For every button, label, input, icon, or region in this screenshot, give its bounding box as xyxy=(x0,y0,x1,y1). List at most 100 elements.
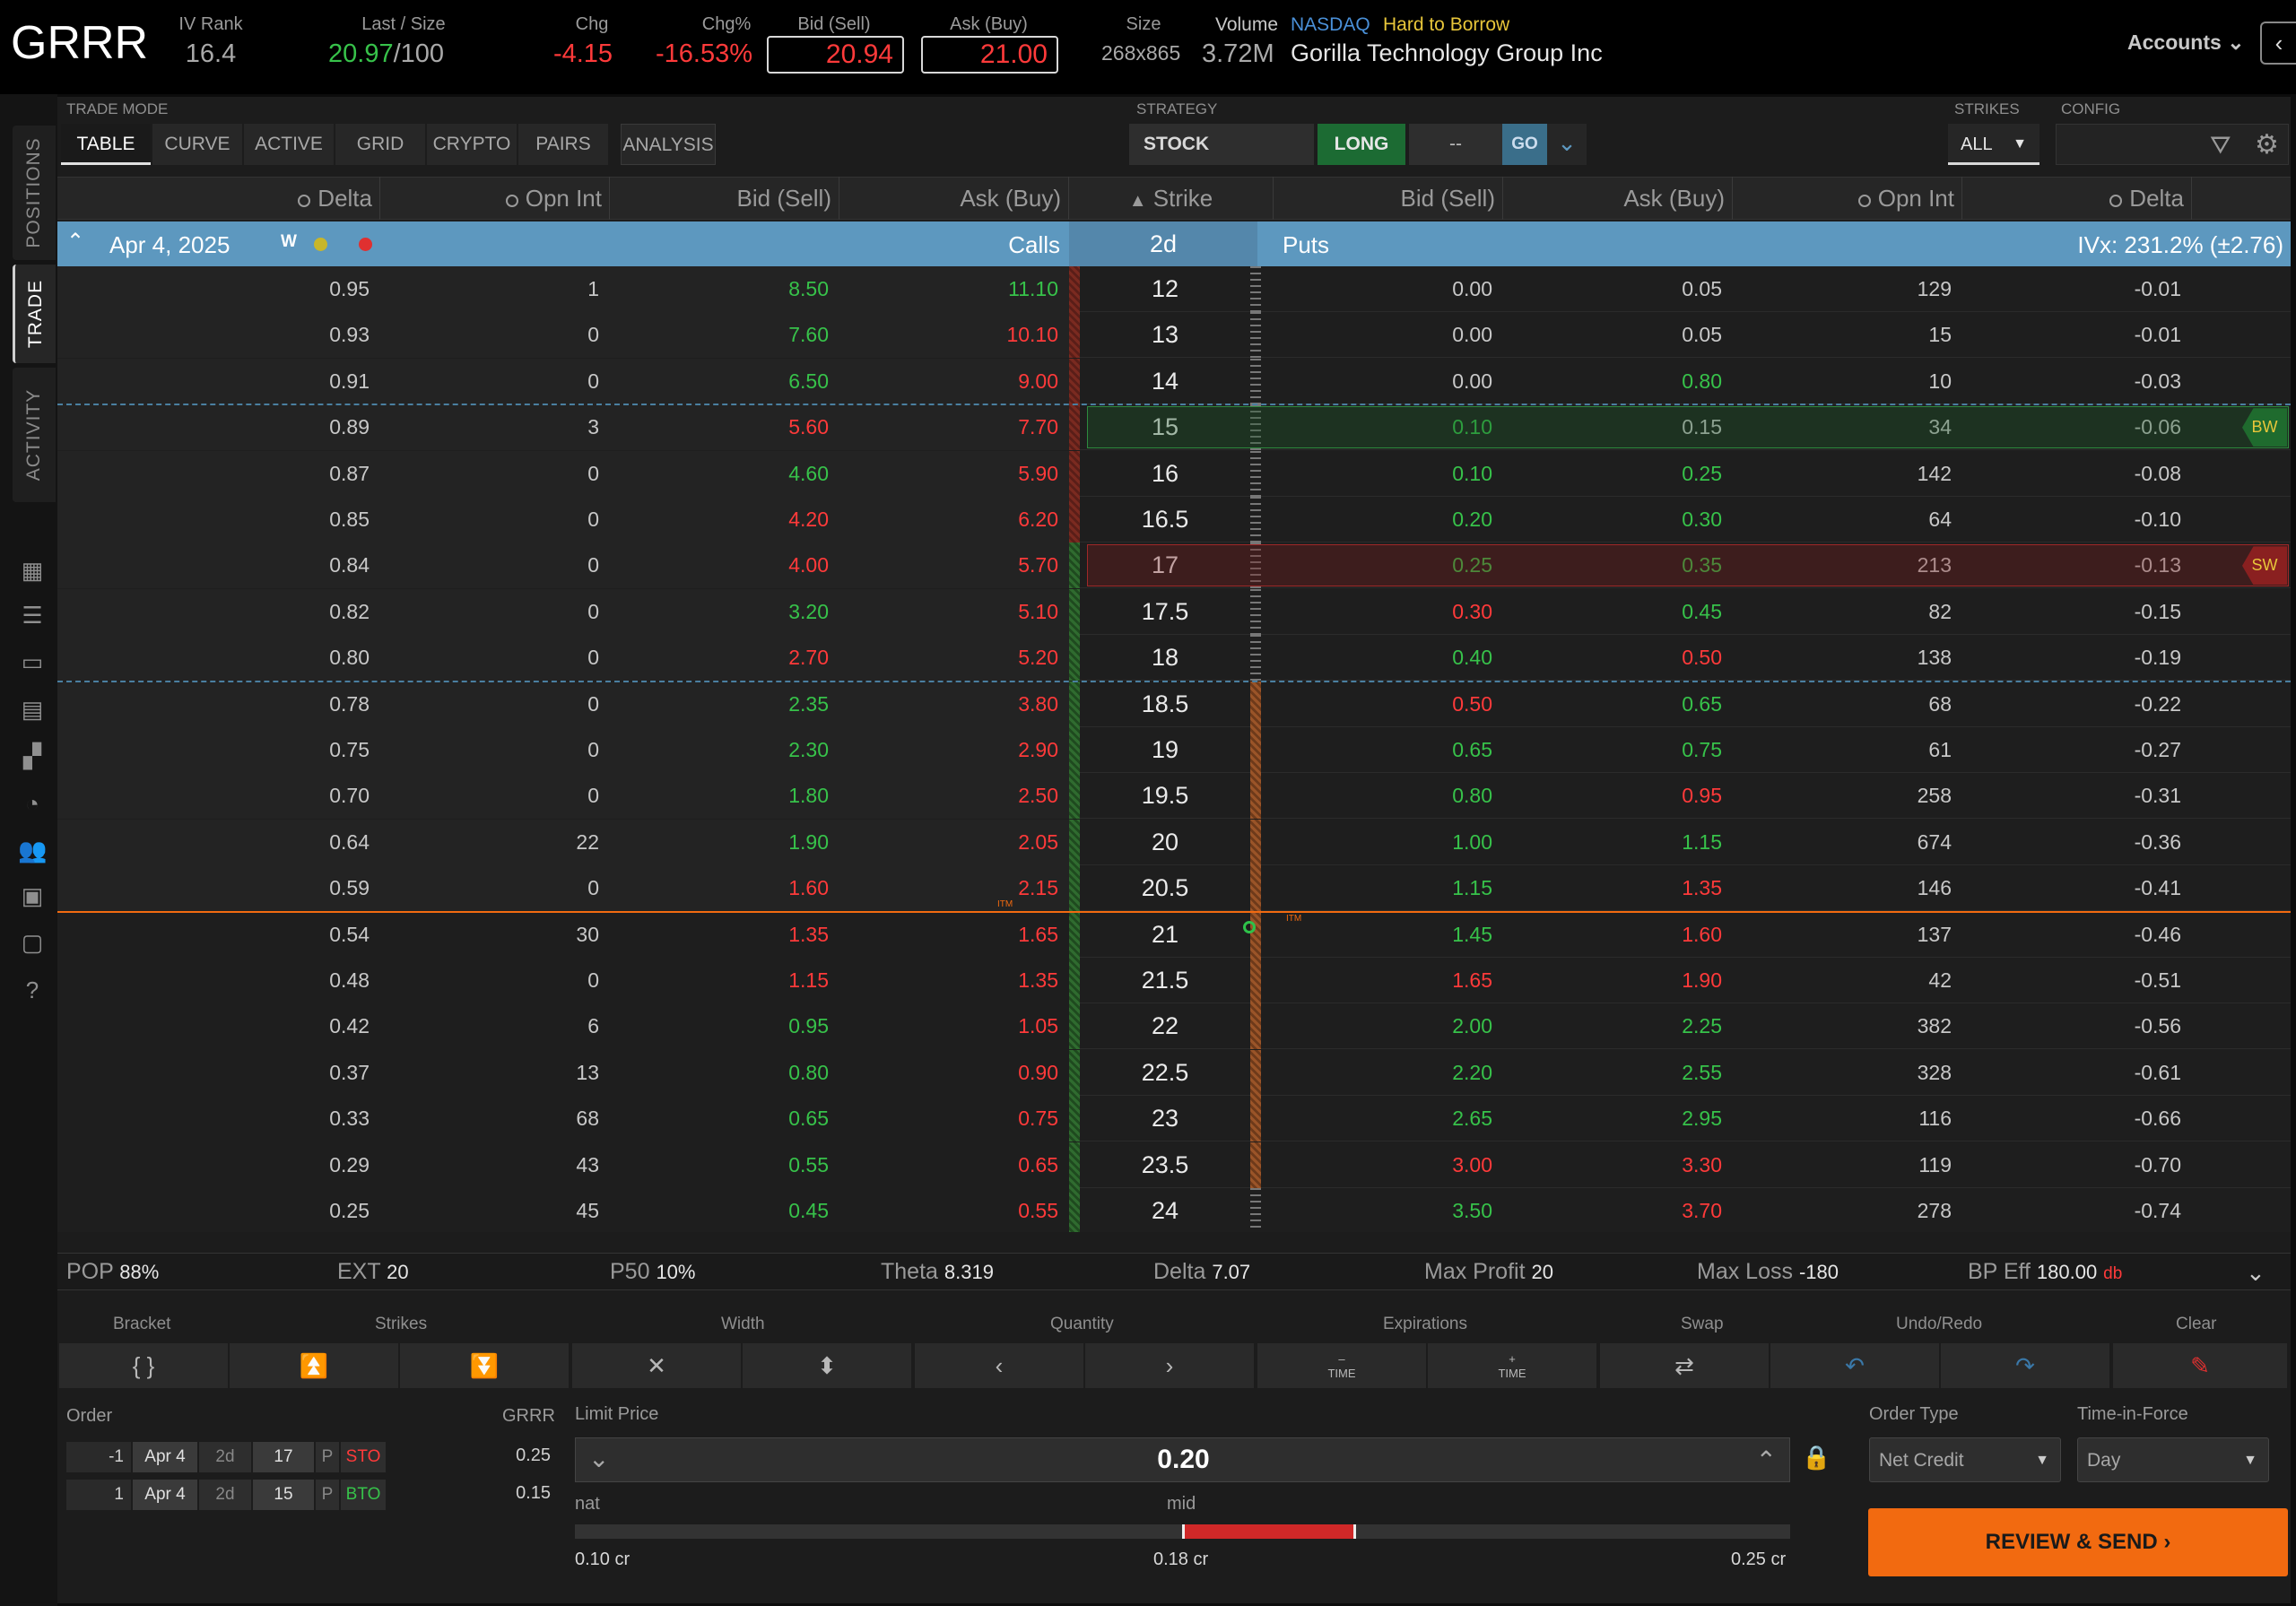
quantity-field[interactable]: -- xyxy=(1409,124,1502,165)
help-icon[interactable]: ? xyxy=(25,977,39,1003)
col-put-bid[interactable]: Bid (Sell) xyxy=(1274,177,1503,220)
mode-table[interactable]: TABLE xyxy=(61,124,151,165)
call-ask-cell[interactable]: 5.10 xyxy=(1018,599,1058,623)
call-bid-cell[interactable]: 5.60 xyxy=(788,415,829,439)
mode-pairs[interactable]: PAIRS xyxy=(518,124,608,165)
put-bid-cell[interactable]: 0.00 xyxy=(1452,277,1492,300)
call-ask-cell[interactable]: 0.65 xyxy=(1018,1152,1058,1176)
call-ask-cell[interactable]: 2.05 xyxy=(1018,829,1058,854)
put-bid-cell[interactable]: 2.65 xyxy=(1452,1107,1492,1131)
table-row[interactable]: 0.89 3 5.60 7.70 15 0.10 0.15 34 -0.06 BW xyxy=(57,404,2291,451)
call-ask-cell[interactable]: 0.55 xyxy=(1018,1199,1058,1222)
call-ask-cell[interactable]: 5.90 xyxy=(1018,461,1058,485)
call-ask-cell[interactable]: 2.15 xyxy=(1018,876,1058,900)
table-row[interactable]: 0.95 1 8.50 11.10 12 0.00 0.05 129 -0.01 xyxy=(57,266,2291,312)
order-leg-exp[interactable]: Apr 4 xyxy=(133,1480,197,1510)
table-row[interactable]: 0.80 0 2.70 5.20 18 0.40 0.50 138 -0.19 xyxy=(57,635,2291,681)
call-bid-cell[interactable]: 1.60 xyxy=(788,876,829,900)
call-ask-cell[interactable]: 1.65 xyxy=(1018,922,1058,946)
review-send-button[interactable]: REVIEW & SEND › xyxy=(1868,1508,2288,1576)
strategy-select[interactable]: STOCK xyxy=(1129,124,1314,165)
call-ask-cell[interactable]: 6.20 xyxy=(1018,508,1058,531)
table-row[interactable]: 0.75 0 2.30 2.90 19 0.65 0.75 61 -0.27 xyxy=(57,727,2291,773)
call-ask-cell[interactable]: 9.00 xyxy=(1018,369,1058,393)
chevron-down-icon[interactable]: ⌄ xyxy=(2246,1259,2266,1286)
bracket-button[interactable]: { } xyxy=(59,1343,228,1388)
put-ask-cell[interactable]: 0.05 xyxy=(1682,277,1722,300)
call-ask-cell[interactable]: 0.75 xyxy=(1018,1107,1058,1131)
call-ask-cell[interactable]: 5.20 xyxy=(1018,646,1058,670)
call-bid-cell[interactable]: 2.35 xyxy=(788,691,829,716)
redo-icon[interactable]: ↷ xyxy=(1941,1343,2109,1388)
table-row[interactable]: 0.85 0 4.20 6.20 16.5 0.20 0.30 64 -0.10 xyxy=(57,497,2291,543)
put-ask-cell[interactable]: 0.15 xyxy=(1682,415,1722,439)
order-leg-exp[interactable]: Apr 4 xyxy=(133,1442,197,1472)
list-icon[interactable]: ☰ xyxy=(22,602,43,629)
expiration-earlier-button[interactable]: – TIME xyxy=(1257,1343,1426,1388)
table-row[interactable]: 0.25 45 0.45 0.55 24 3.50 3.70 278 -0.74 xyxy=(57,1188,2291,1232)
users-icon[interactable]: 👥 xyxy=(18,837,48,864)
table-row[interactable]: 0.91 0 6.50 9.00 14 0.00 0.80 10 -0.03 xyxy=(57,358,2291,404)
put-ask-cell[interactable]: 0.05 xyxy=(1682,323,1722,347)
put-bid-cell[interactable]: 3.00 xyxy=(1452,1152,1492,1176)
table-row[interactable]: 0.78 0 2.35 3.80 18.5 0.50 0.65 68 -0.22 xyxy=(57,681,2291,727)
order-type-select[interactable]: Net Credit ▼ xyxy=(1869,1437,2061,1482)
order-leg-act[interactable]: STO xyxy=(341,1442,386,1472)
call-ask-cell[interactable]: 5.70 xyxy=(1018,553,1058,577)
order-leg-act[interactable]: BTO xyxy=(341,1480,386,1510)
table-row[interactable]: 0.29 43 0.55 0.65 23.5 3.00 3.30 119 -0.70 xyxy=(57,1142,2291,1188)
put-ask-cell[interactable]: 0.80 xyxy=(1682,369,1722,393)
table-row[interactable]: 0.82 0 3.20 5.10 17.5 0.30 0.45 82 -0.15 xyxy=(57,588,2291,635)
put-bid-cell[interactable]: 0.10 xyxy=(1452,461,1492,485)
call-ask-cell[interactable]: 1.05 xyxy=(1018,1014,1058,1038)
put-ask-cell[interactable]: 3.30 xyxy=(1682,1152,1722,1176)
table-row[interactable]: 0.64 22 1.90 2.05 20 1.00 1.15 674 -0.36 xyxy=(57,819,2291,865)
direction-long[interactable]: LONG xyxy=(1318,124,1405,165)
col-put-opnint[interactable]: Opn Int xyxy=(1733,177,1962,220)
put-bid-cell[interactable]: 0.25 xyxy=(1452,553,1492,577)
gear-icon[interactable]: ⚙ xyxy=(2255,130,2279,160)
put-ask-cell[interactable]: 2.55 xyxy=(1682,1060,1722,1084)
tab-trade[interactable]: TRADE xyxy=(13,265,56,363)
table-row[interactable]: 0.48 0 1.15 1.35 21.5 1.65 1.90 42 -0.51 xyxy=(57,958,2291,1003)
go-button[interactable]: GO xyxy=(1502,124,1547,165)
put-bid-cell[interactable]: 0.00 xyxy=(1452,323,1492,347)
put-ask-cell[interactable]: 0.45 xyxy=(1682,599,1722,623)
table-row[interactable]: 0.87 0 4.60 5.90 16 0.10 0.25 142 -0.08 xyxy=(57,450,2291,497)
col-strike[interactable]: ▲ Strike xyxy=(1069,177,1274,220)
chevron-down-icon[interactable]: ⌄ xyxy=(588,1445,610,1472)
price-slider-range[interactable] xyxy=(1182,1524,1356,1539)
put-bid-cell[interactable]: 2.20 xyxy=(1452,1060,1492,1084)
order-leg-dte[interactable]: 2d xyxy=(199,1480,251,1510)
price-slider[interactable] xyxy=(575,1524,1790,1539)
put-ask-cell[interactable]: 2.95 xyxy=(1682,1107,1722,1131)
order-leg-strike[interactable]: 17 xyxy=(253,1442,314,1472)
table-row[interactable]: 0.33 68 0.65 0.75 23 2.65 2.95 116 -0.66 xyxy=(57,1096,2291,1142)
call-bid-cell[interactable]: 1.15 xyxy=(788,968,829,992)
put-bid-cell[interactable]: 1.00 xyxy=(1452,829,1492,854)
call-bid-cell[interactable]: 0.45 xyxy=(788,1199,829,1222)
strikes-up-icon[interactable]: ⏫ xyxy=(230,1343,398,1388)
put-bid-cell[interactable]: 0.65 xyxy=(1452,738,1492,761)
put-bid-cell[interactable]: 0.50 xyxy=(1452,691,1492,716)
order-leg-type[interactable]: P xyxy=(316,1442,339,1472)
put-bid-cell[interactable]: 0.40 xyxy=(1452,646,1492,670)
width-narrow-icon[interactable]: ✕ xyxy=(572,1343,741,1388)
strikes-down-icon[interactable]: ⏬ xyxy=(400,1343,569,1388)
bid-price-box[interactable]: 20.94 xyxy=(767,36,904,74)
call-bid-cell[interactable]: 7.60 xyxy=(788,323,829,347)
swap-icon[interactable]: ⇄ xyxy=(1600,1343,1769,1388)
gauge-icon[interactable]: ◔ xyxy=(25,790,39,817)
col-call-bid[interactable]: Bid (Sell) xyxy=(610,177,839,220)
put-bid-cell[interactable]: 1.65 xyxy=(1452,968,1492,992)
put-ask-cell[interactable]: 0.65 xyxy=(1682,691,1722,716)
table-row[interactable]: 0.93 0 7.60 10.10 13 0.00 0.05 15 -0.01 xyxy=(57,312,2291,359)
col-call-delta[interactable]: Delta xyxy=(151,177,380,220)
call-bid-cell[interactable]: 1.90 xyxy=(788,829,829,854)
call-bid-cell[interactable]: 8.50 xyxy=(788,277,829,300)
put-ask-cell[interactable]: 0.95 xyxy=(1682,784,1722,808)
put-bid-cell[interactable]: 0.30 xyxy=(1452,599,1492,623)
fixed-income-icon[interactable]: ▢ xyxy=(21,929,44,956)
call-ask-cell[interactable]: 3.80 xyxy=(1018,691,1058,716)
collapse-panel-button[interactable]: ‹ xyxy=(2260,22,2296,65)
